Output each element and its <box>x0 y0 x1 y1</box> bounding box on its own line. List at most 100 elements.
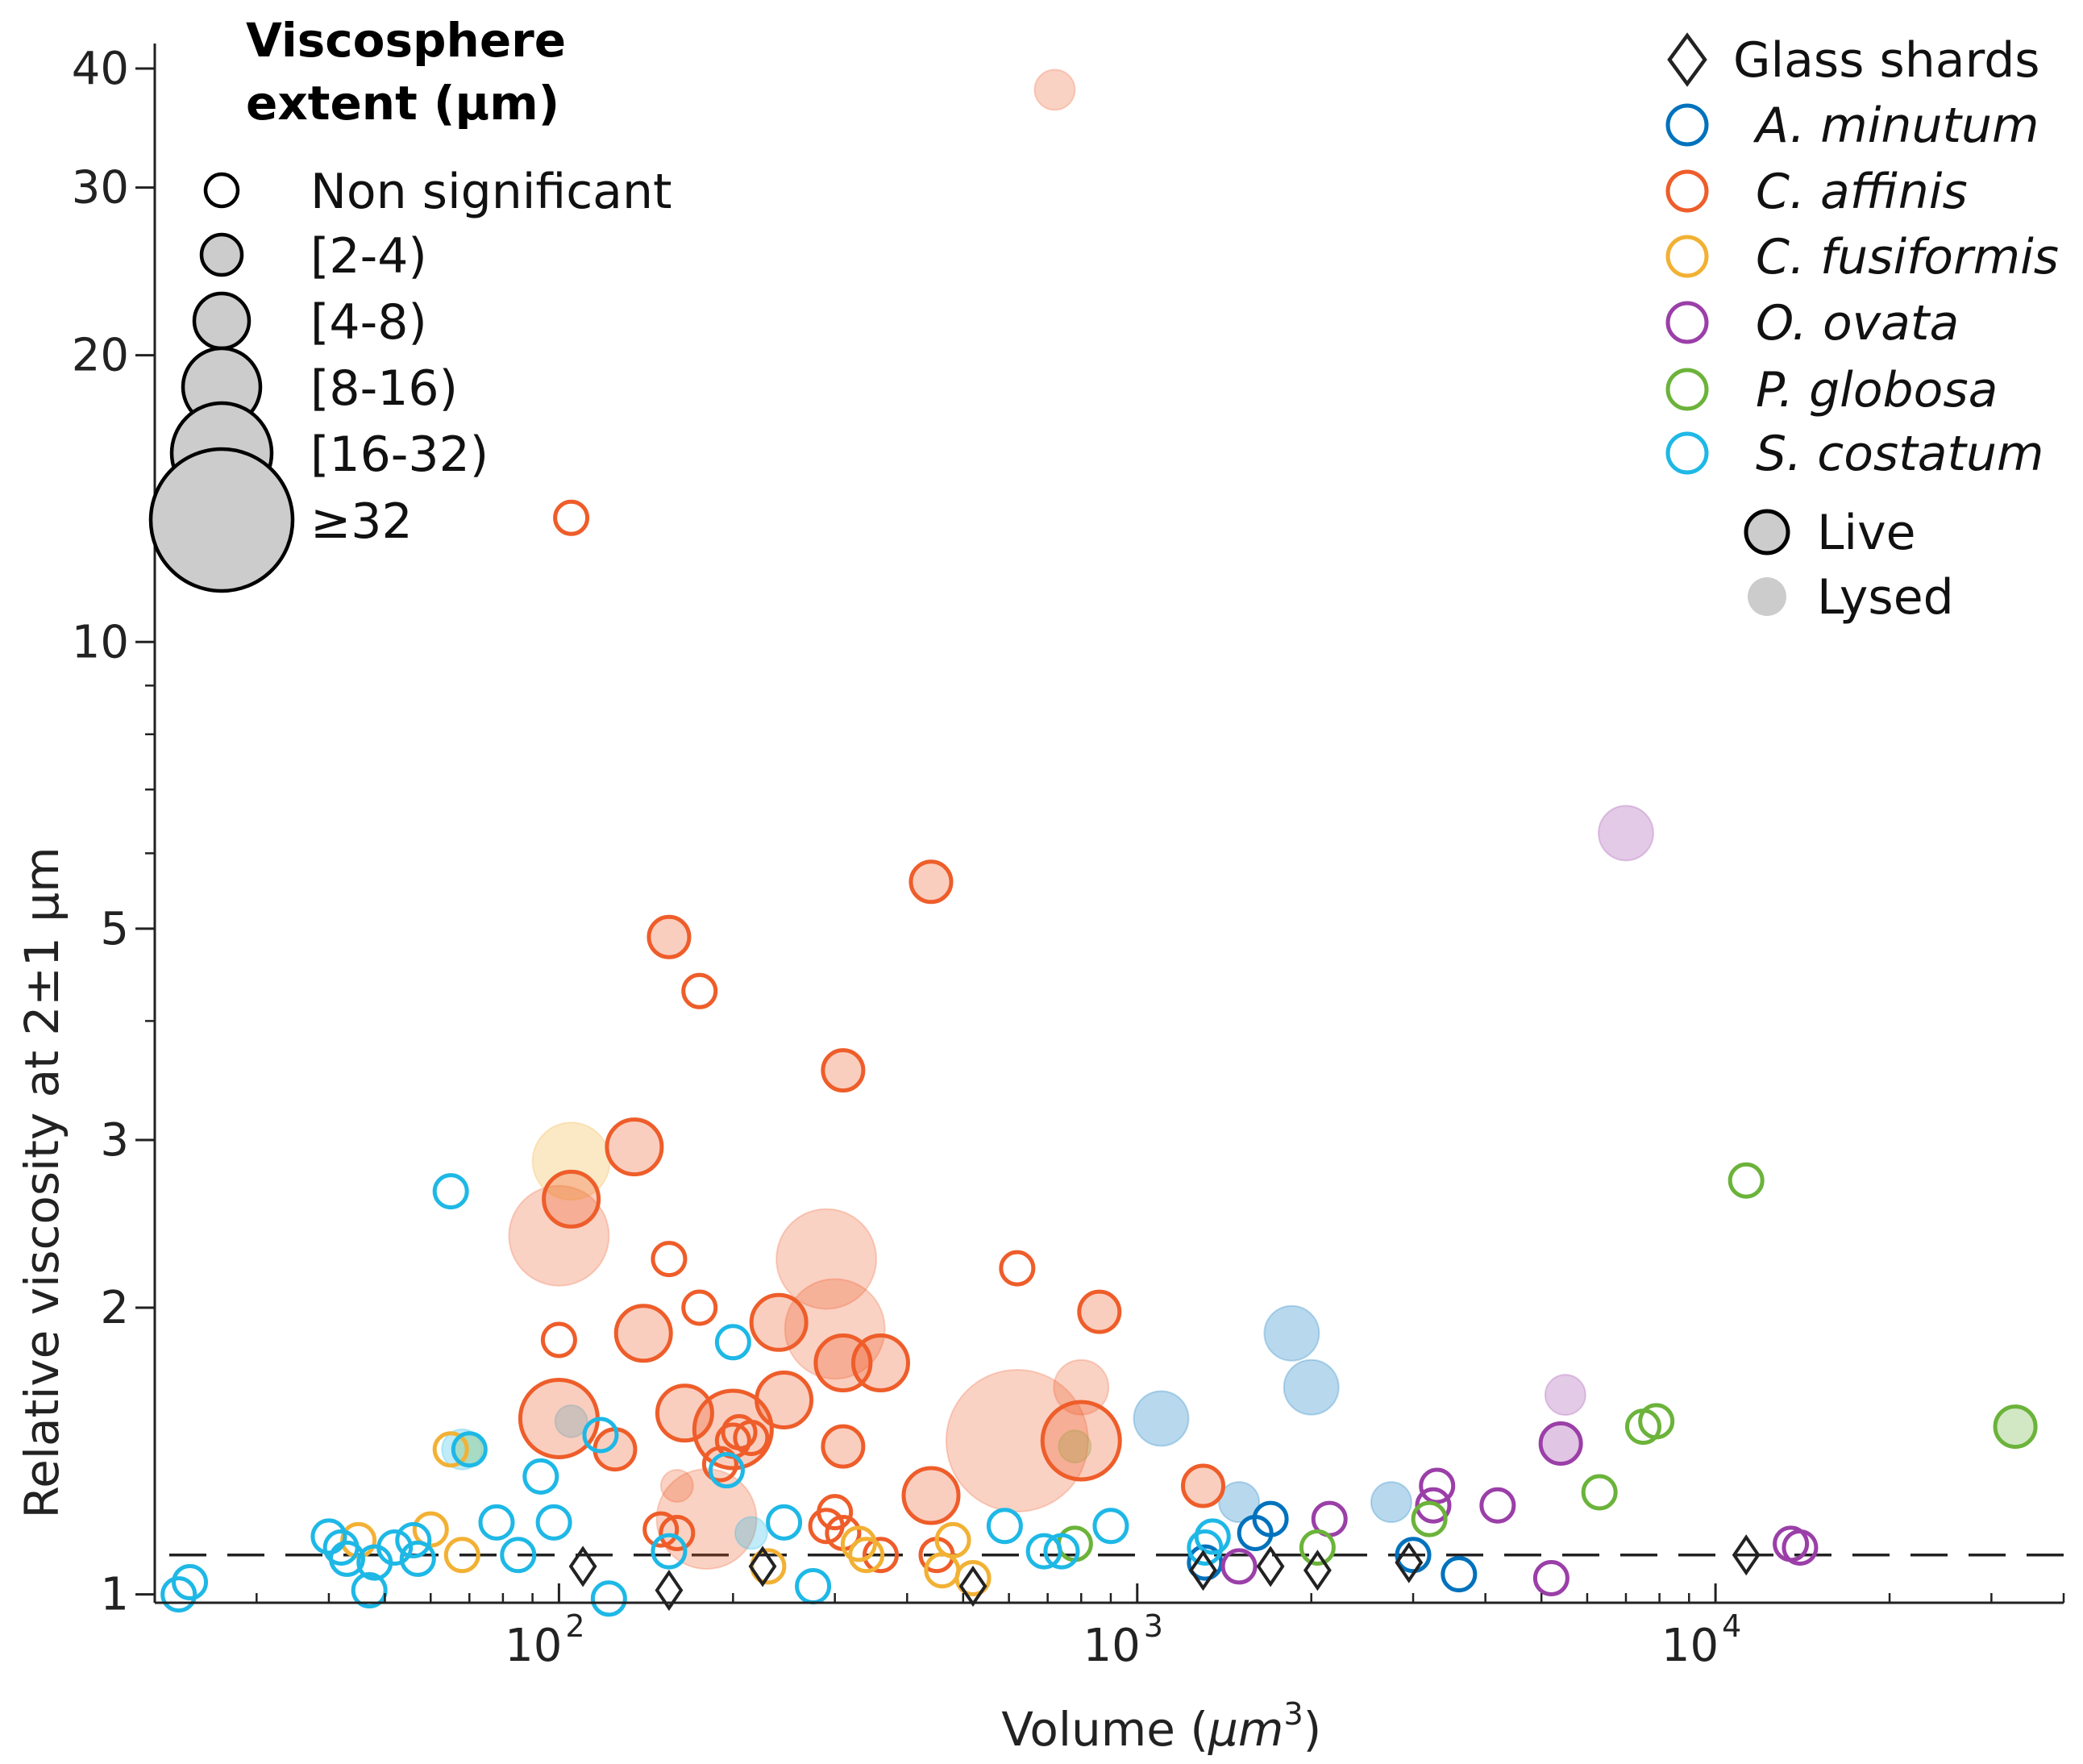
data-point-s-costatum-15 <box>535 1504 572 1541</box>
data-point-p-globosa-5 <box>1411 1500 1448 1537</box>
data-point-s-costatum-1 <box>160 1576 197 1613</box>
data-point-p-globosa-4 <box>1581 1474 1618 1511</box>
x-tick-label-base: 10 <box>1083 1620 1140 1672</box>
data-point-c-fusiformis-9 <box>954 1560 992 1597</box>
data-point-c-affinis-20 <box>1077 1289 1122 1334</box>
size-legend-title-line2: extent (μm) <box>246 76 559 131</box>
legend-diamond-icon <box>1667 32 1707 87</box>
x-tick-label-group-10^4: 10 4 <box>1661 1608 1741 1672</box>
data-point-c-fusiformis-1 <box>432 1431 469 1468</box>
data-point-glass-shard-1 <box>655 1569 684 1612</box>
y-tick-label-3: 3 <box>100 1114 129 1167</box>
data-point-c-affinis-4 <box>681 972 718 1009</box>
data-point-s-costatum-28 <box>1187 1529 1224 1566</box>
x-axis-title: Volume (μm3) <box>1001 1696 1321 1757</box>
data-point-s-costatum-0 <box>432 1173 469 1210</box>
data-point-s-costatum-26 <box>1092 1508 1129 1545</box>
legend-label-p-globosa: P. globosa <box>1756 362 1998 418</box>
legend-label-s-costatum: S. costatum <box>1756 426 2044 482</box>
size-legend-label-0: Non significant <box>310 164 672 220</box>
size-legend-symbol-2 <box>192 291 252 351</box>
size-legend-symbol-1 <box>199 232 244 277</box>
data-point-a-minutum-4 <box>1441 1556 1478 1593</box>
data-point-c-affinis-2 <box>651 1241 688 1278</box>
data-point-a-minutum-1 <box>1252 1500 1289 1537</box>
data-point-s-costatum-17 <box>590 1580 627 1617</box>
data-point-c-affinis-0 <box>553 499 590 536</box>
data-point-c-affinis-36 <box>1033 69 1076 111</box>
x-tick-label-base: 10 <box>505 1620 562 1672</box>
y-tick-label-20: 20 <box>72 330 129 382</box>
data-point-c-affinis-7 <box>808 1508 845 1545</box>
data-point-c-affinis-42 <box>1053 1358 1110 1416</box>
size-legend-label-3: [8-16) <box>310 360 458 417</box>
x-axis-title-unit: μm <box>1208 1702 1283 1757</box>
data-point-c-affinis-15 <box>733 1419 770 1456</box>
size-legend-symbol-5 <box>148 447 295 593</box>
data-point-a-minutum-8 <box>1283 1358 1340 1416</box>
legend-label-lysed: Lysed <box>1817 569 1954 626</box>
data-point-c-affinis-17 <box>647 914 692 959</box>
legend-circle-icon-c-affinis <box>1665 169 1709 213</box>
data-point-s-costatum-24 <box>1025 1533 1062 1570</box>
legend-circle-icon-c-fusiformis <box>1665 235 1709 278</box>
data-point-p-globosa-3 <box>1638 1403 1675 1440</box>
y-tick-label-2: 2 <box>100 1282 129 1334</box>
x-axis-title-exponent: 3 <box>1283 1696 1303 1732</box>
legend-label-live: Live <box>1817 505 1916 561</box>
x-tick-label-exponent: 4 <box>1722 1608 1741 1644</box>
data-point-c-affinis-16 <box>701 1446 738 1483</box>
data-point-p-globosa-7 <box>1058 1429 1092 1464</box>
data-point-s-costatum-16 <box>582 1417 619 1454</box>
data-point-c-affinis-9 <box>862 1537 899 1574</box>
x-tick-label-exponent: 2 <box>565 1608 584 1644</box>
data-point-c-fusiformis-8 <box>924 1552 961 1589</box>
legend-label-c-affinis: C. affinis <box>1756 164 1968 220</box>
data-point-c-affinis-24 <box>542 1169 601 1229</box>
data-point-a-minutum-3 <box>1395 1537 1432 1574</box>
data-point-s-costatum-19 <box>708 1452 745 1489</box>
data-point-glass-shard-7 <box>1395 1541 1424 1583</box>
data-point-c-affinis-22 <box>821 1424 866 1469</box>
data-point-glass-shard-6 <box>1303 1550 1332 1591</box>
data-point-s-costatum-9 <box>395 1521 432 1558</box>
data-point-c-affinis-32 <box>901 1466 961 1525</box>
data-point-c-affinis-25 <box>605 1117 664 1177</box>
data-point-s-costatum-13 <box>500 1537 537 1574</box>
data-point-s-costatum-25 <box>1043 1533 1080 1570</box>
legend-label-o-ovata: O. ovata <box>1756 295 1959 352</box>
data-point-p-globosa-6 <box>1299 1529 1336 1566</box>
data-point-o-ovata-8 <box>1532 1560 1570 1597</box>
y-tick-label-40: 40 <box>72 43 129 95</box>
data-point-c-fusiformis-4 <box>443 1537 480 1574</box>
size-legend: Viscosphere extent (μm) Non significant [2-… <box>148 13 672 593</box>
data-point-a-minutum-6 <box>1370 1481 1412 1524</box>
x-axis-title-main: Volume ( <box>1001 1702 1208 1757</box>
legend-live-icon <box>1744 509 1790 555</box>
size-legend-symbol-0 <box>203 172 240 209</box>
legend-label-c-fusiformis: C. fusiformis <box>1756 229 2059 285</box>
y-tick-label-30: 30 <box>72 162 129 214</box>
data-point-o-ovata-7 <box>1220 1548 1258 1585</box>
x-tick-label-base: 10 <box>1661 1620 1719 1672</box>
data-point-c-affinis-35 <box>1040 1400 1122 1482</box>
data-point-s-costatum-30 <box>734 1516 768 1550</box>
data-point-o-ovata-1 <box>1544 1374 1586 1417</box>
data-point-s-costatum-7 <box>351 1572 388 1609</box>
data-point-glass-shard-8 <box>1732 1534 1761 1576</box>
size-legend-title-line1: Viscosphere <box>246 13 566 68</box>
data-point-c-affinis-5 <box>999 1250 1036 1287</box>
data-point-a-minutum-2 <box>1187 1544 1224 1581</box>
data-point-c-affinis-11 <box>642 1511 680 1548</box>
data-point-c-affinis-12 <box>659 1514 696 1551</box>
data-point-c-fusiformis-6 <box>840 1525 877 1562</box>
size-legend-label-1: [2-4) <box>310 228 427 285</box>
data-point-c-affinis-21 <box>1180 1463 1225 1508</box>
size-legend-label-5: ≥32 <box>310 493 413 550</box>
x-tick-label-exponent: 3 <box>1144 1608 1163 1644</box>
size-legend-label-2: [4-8) <box>310 294 427 351</box>
legend-label-a-minutum: A. minutum <box>1752 98 2039 154</box>
legend-circle-icon-p-globosa <box>1665 368 1709 411</box>
data-point-o-ovata-0 <box>1597 805 1654 862</box>
